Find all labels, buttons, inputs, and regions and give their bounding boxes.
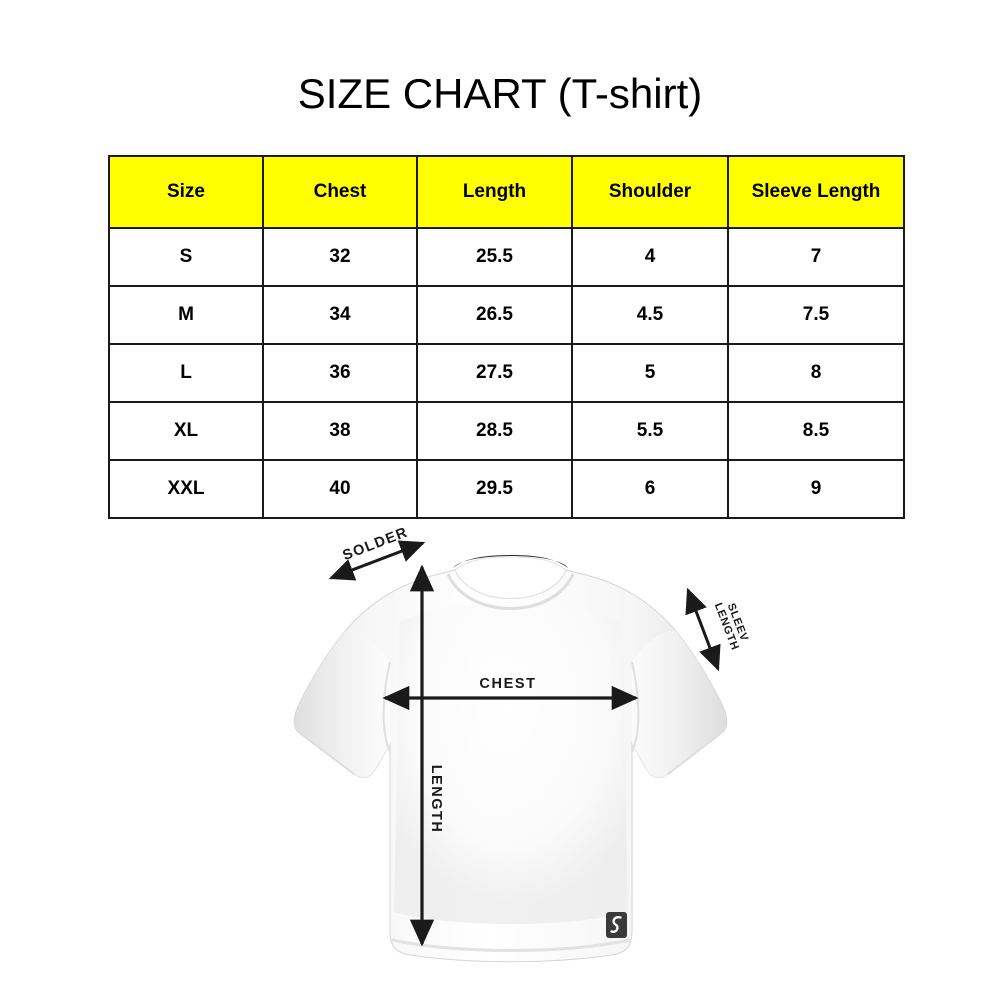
shirt-collar-opening bbox=[454, 556, 567, 599]
cell-length: 25.5 bbox=[416, 227, 573, 287]
table-row: XL 38 28.5 5.5 8.5 bbox=[108, 401, 905, 461]
shirt-right-sleeve-shading bbox=[632, 630, 727, 778]
table-row: M 34 26.5 4.5 7.5 bbox=[108, 285, 905, 345]
shirt-left-sleeve-seam bbox=[382, 661, 391, 753]
cell-length: 26.5 bbox=[416, 285, 573, 345]
cell-length: 29.5 bbox=[416, 459, 573, 519]
table-row: XXL 40 29.5 6 9 bbox=[108, 459, 905, 519]
cell-sleeve: 7.5 bbox=[727, 285, 905, 345]
sleeve-measure-arrow bbox=[685, 587, 721, 672]
cell-shoulder: 4.5 bbox=[571, 285, 729, 345]
table-row: S 32 25.5 4 7 bbox=[108, 227, 905, 287]
size-chart-table: Size Chest Length Shoulder Sleeve Length… bbox=[108, 155, 905, 519]
length-measure-label: LENGTH bbox=[428, 765, 444, 834]
column-header-chest: Chest bbox=[262, 155, 418, 229]
page-title: SIZE CHART (T-shirt) bbox=[297, 70, 703, 117]
cell-size: XXL bbox=[108, 459, 264, 519]
cell-length: 28.5 bbox=[416, 401, 573, 461]
cell-shoulder: 5.5 bbox=[571, 401, 729, 461]
shirt-left-sleeve-hem bbox=[296, 730, 355, 775]
tshirt-diagram: SOLDER CHEST LENGTH SLEEV LENGTH bbox=[250, 512, 770, 990]
shirt-left-sleeve-shading bbox=[294, 630, 390, 778]
shirt-right-sleeve-seam bbox=[631, 661, 640, 753]
table-row: L 36 27.5 5 8 bbox=[108, 343, 905, 403]
size-table-container: Size Chest Length Shoulder Sleeve Length… bbox=[108, 155, 905, 519]
cell-chest: 40 bbox=[262, 459, 418, 519]
cell-size: XL bbox=[108, 401, 264, 461]
cell-shoulder: 4 bbox=[571, 227, 729, 287]
brand-tag-icon bbox=[606, 912, 627, 938]
column-header-size: Size bbox=[108, 155, 264, 229]
shirt-collar-inner-line bbox=[446, 573, 575, 610]
tshirt-illustration bbox=[293, 555, 728, 963]
column-header-length: Length bbox=[416, 155, 573, 229]
table-header-row: Size Chest Length Shoulder Sleeve Length bbox=[108, 155, 905, 229]
cell-sleeve: 8 bbox=[727, 343, 905, 403]
shoulder-measure-arrow bbox=[328, 540, 426, 581]
cell-shoulder: 5 bbox=[571, 343, 729, 403]
shirt-right-sleeve-hem bbox=[667, 730, 725, 775]
cell-size: M bbox=[108, 285, 264, 345]
cell-chest: 34 bbox=[262, 285, 418, 345]
shoulder-measure-label: SOLDER bbox=[341, 524, 411, 564]
cell-sleeve: 8.5 bbox=[727, 401, 905, 461]
cell-chest: 36 bbox=[262, 343, 418, 403]
cell-length: 27.5 bbox=[416, 343, 573, 403]
column-header-shoulder: Shoulder bbox=[571, 155, 729, 229]
column-header-sleeve: Sleeve Length bbox=[727, 155, 905, 229]
chest-measure-label: CHEST bbox=[479, 676, 536, 692]
cell-chest: 32 bbox=[262, 227, 418, 287]
cell-size: L bbox=[108, 343, 264, 403]
cell-sleeve: 7 bbox=[727, 227, 905, 287]
cell-size: S bbox=[108, 227, 264, 287]
cell-chest: 38 bbox=[262, 401, 418, 461]
cell-sleeve: 9 bbox=[727, 459, 905, 519]
shirt-torso-shading bbox=[394, 602, 628, 924]
cell-shoulder: 6 bbox=[571, 459, 729, 519]
